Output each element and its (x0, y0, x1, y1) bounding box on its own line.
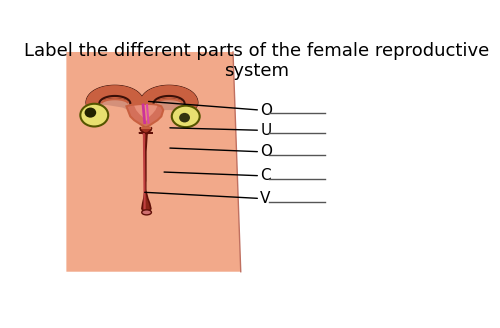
Polygon shape (139, 133, 153, 212)
Text: O: O (260, 103, 272, 117)
Polygon shape (66, 52, 241, 272)
Polygon shape (134, 105, 158, 121)
Ellipse shape (179, 113, 190, 122)
Text: O: O (260, 144, 272, 159)
Text: U: U (260, 123, 272, 138)
Ellipse shape (172, 106, 200, 127)
Text: Label the different parts of the female reproductive: Label the different parts of the female … (24, 42, 489, 60)
Polygon shape (88, 99, 196, 114)
Text: V: V (260, 191, 270, 206)
Text: system: system (224, 62, 289, 80)
Polygon shape (140, 128, 151, 133)
Ellipse shape (84, 108, 96, 118)
Ellipse shape (80, 104, 108, 127)
Polygon shape (126, 105, 163, 128)
Text: C: C (260, 168, 271, 183)
Ellipse shape (142, 210, 152, 215)
